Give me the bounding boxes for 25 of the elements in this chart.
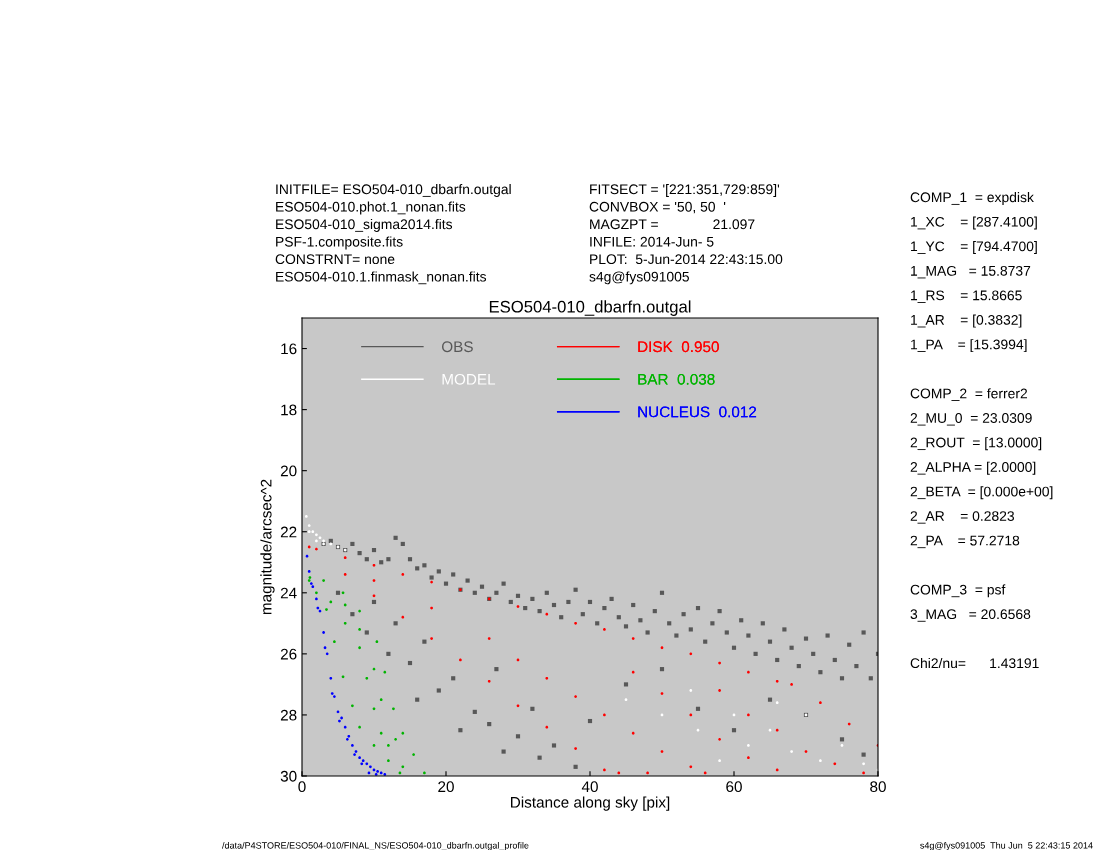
x-tick-label: 20 bbox=[438, 781, 454, 793]
x-tick-label: 80 bbox=[870, 781, 886, 793]
y-tick-label: 18 bbox=[281, 404, 297, 416]
y-tick-label: 28 bbox=[280, 709, 297, 721]
text: INITFILE= ESO504-010_dbarfn.outgal ESO504-010.phot.1_nonan.fits ESO504-010_sigma2014.fits PSF-1.composite.fits CONSTRNT= none ESO504-010.1.finmask_nonan.fits bbox=[275, 184, 511, 285]
text: COMP_1 = expdisk 1_XC = [287.4100] 1_YC = [794.4700] 1_MAG = 15.8737 1_RS = 15.8665 1_AR = [0.3832] 1_PA = [15.3994] COMP_2 = ferrer2 2_MU_0 = 23.0309 2_ROUT = [13.0000] 2_ALPHA = [2.0000] 2_BETA = [0.000e+00] 2_AR = 0.2823 2_PA = 57.2718 COMP_3 = psf 3_MAG = 20.6568 Chi2/nu= 1.43191 bbox=[910, 192, 1053, 669]
y-axis-title: magnitude/arcsec^2 bbox=[260, 479, 275, 615]
x-axis-title: Distance along sky [pix] bbox=[511, 796, 670, 811]
y-tick-label: 24 bbox=[280, 587, 297, 599]
legend-label: BAR 0.038 bbox=[638, 373, 715, 385]
chart-title: ESO504-010_dbarfn.outgal bbox=[489, 300, 691, 316]
y-tick-label: 16 bbox=[281, 343, 297, 355]
legend-label: NUCLEUS 0.012 bbox=[638, 406, 757, 418]
legend-label: DISK 0.950 bbox=[638, 341, 719, 353]
x-tick-label: 60 bbox=[726, 781, 742, 793]
x-tick-label: 0 bbox=[298, 781, 306, 793]
text: FITSECT = '[221:351,729:859]' CONVBOX = '50, 50 ' MAGZPT = 21.097 INFILE: 2014-Jun- 5 PLOT: 5-Jun-2014 22:43:15.00 s4g@fys091005 bbox=[589, 184, 783, 285]
y-tick-label: 30 bbox=[280, 770, 297, 782]
y-tick-label: 20 bbox=[280, 465, 297, 477]
text: /data/P4STORE/ESO504-010/FINAL_NS/ESO504-010_dbarfn.outgal_profile bbox=[222, 842, 529, 850]
y-tick-label: 26 bbox=[280, 648, 297, 660]
legend-label: OBS bbox=[442, 341, 473, 353]
x-tick-label: 40 bbox=[581, 781, 598, 793]
y-tick-label: 22 bbox=[280, 526, 297, 538]
text: s4g@fys091005 Thu Jun 5 22:43:15 2014 bbox=[920, 842, 1093, 850]
